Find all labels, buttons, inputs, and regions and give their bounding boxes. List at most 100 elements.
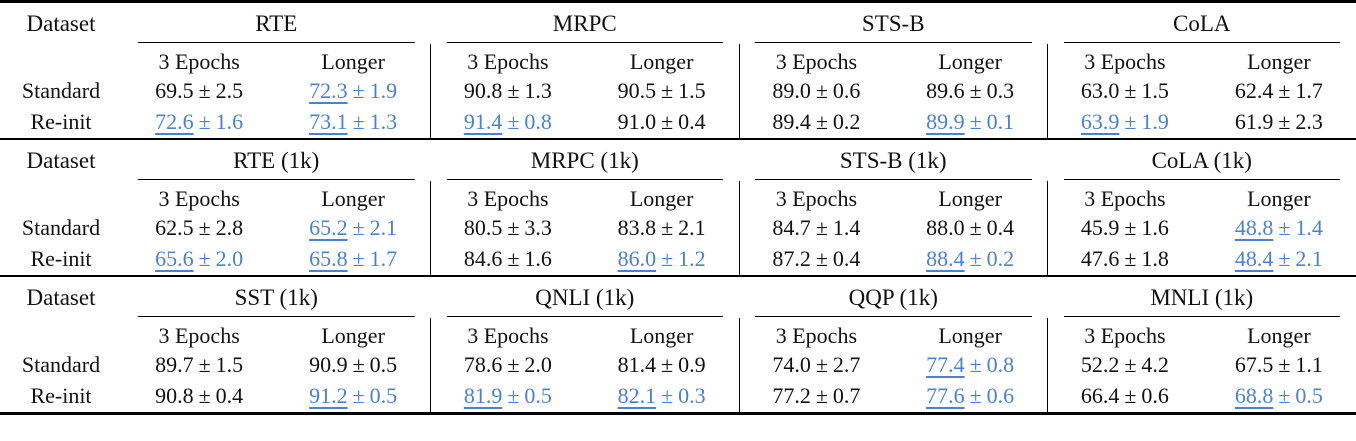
group-header: MRPC [431, 2, 740, 45]
longer-header: Longer [938, 49, 1002, 74]
row-label-reinit: Re-init [30, 383, 92, 408]
metric-value: 62.5 [155, 215, 194, 240]
value-cell: 90.8 ±0.4 [122, 381, 276, 414]
metric-value: 77.2 [772, 383, 811, 408]
metric-value: 91.2 [309, 383, 348, 408]
metric-value: 52.2 [1080, 352, 1120, 377]
longer-header: Longer [321, 186, 385, 211]
cmidrule [1063, 316, 1340, 317]
metric-value: 78.6 [463, 352, 503, 377]
metric-stddev: 2.0 [215, 246, 244, 271]
metric-value: 48.4 [1234, 246, 1274, 271]
cmidrule [138, 179, 415, 180]
group-header: MNLI (1k) [1048, 276, 1356, 318]
metric-value: 84.6 [463, 246, 503, 271]
group-name: MRPC [552, 11, 617, 36]
group-name: QQP (1k) [848, 285, 938, 310]
plus-minus-sign: ± [661, 246, 674, 271]
value-cell: 48.8 ±1.4 [1202, 213, 1356, 244]
value-cell: 74.0 ±2.7 [738, 350, 894, 381]
value-cell: 90.8 ±1.3 [429, 76, 585, 107]
metric-stddev: 1.7 [1295, 78, 1323, 103]
value-cell: 73.1 ±1.3 [276, 107, 430, 138]
group-header-row: Dataset RTE (1k) MRPC (1k) STS-B (1k) Co… [0, 139, 1356, 181]
empty-cell [0, 181, 122, 213]
metric-value: 61.9 [1234, 109, 1274, 134]
plus-minus-sign: ± [1124, 383, 1137, 408]
metric-value: 66.4 [1080, 383, 1120, 408]
metric-value: 89.7 [155, 352, 194, 377]
metric-stddev: 0.4 [678, 109, 706, 134]
results-table-section-2: Dataset RTE (1k) MRPC (1k) STS-B (1k) Co… [0, 138, 1356, 275]
epochs-header: 3 Epochs [1046, 318, 1202, 350]
metric-value: 68.8 [1234, 383, 1274, 408]
metric-value: 74.0 [772, 352, 811, 377]
plus-minus-sign: ± [661, 352, 674, 377]
metric-stddev: 0.1 [986, 109, 1015, 134]
value-cell: 83.8 ±2.1 [585, 213, 739, 244]
metric-stddev: 2.7 [832, 352, 861, 377]
value-cell: 88.0 ±0.4 [893, 213, 1047, 244]
metric-value: 65.6 [155, 246, 194, 271]
metric-stddev: 1.2 [678, 246, 706, 271]
metric-stddev: 1.5 [215, 352, 244, 377]
metric-stddev: 1.9 [369, 78, 398, 103]
plus-minus-sign: ± [1124, 78, 1137, 103]
plus-minus-sign: ± [1124, 215, 1137, 240]
longer-header: Longer [629, 323, 694, 348]
metric-value: 72.3 [309, 78, 348, 103]
longer-header: Longer [938, 186, 1002, 211]
plus-minus-sign: ± [815, 215, 828, 240]
value-cell: 65.6 ±2.0 [122, 244, 276, 275]
metric-stddev: 1.8 [1141, 246, 1169, 271]
group-name: CoLA (1k) [1151, 148, 1252, 173]
plus-minus-sign: ± [1124, 109, 1137, 134]
metric-stddev: 1.6 [215, 109, 244, 134]
group-name: SST (1k) [234, 285, 318, 310]
row-label-reinit: Re-init [30, 246, 92, 271]
value-cell: 48.4 ±2.1 [1202, 244, 1356, 275]
metric-value: 88.0 [926, 215, 965, 240]
value-cell: 72.3 ±1.9 [276, 76, 430, 107]
value-cell: 65.8 ±1.7 [276, 244, 430, 275]
metric-value: 81.4 [617, 352, 657, 377]
value-cell: 91.0 ±0.4 [585, 107, 739, 138]
reinit-row: Re-init 65.6 ±2.0 65.8 ±1.7 84.6 ±1.6 86.0 ±… [0, 244, 1356, 275]
metric-stddev: 0.9 [678, 352, 706, 377]
metric-value: 67.5 [1234, 352, 1274, 377]
plus-minus-sign: ± [352, 352, 365, 377]
metric-stddev: 1.7 [369, 246, 398, 271]
dataset-header: Dataset [26, 285, 96, 310]
metric-value: 86.0 [617, 246, 657, 271]
longer-header: Longer [629, 186, 694, 211]
value-cell: 91.4 ±0.8 [429, 107, 585, 138]
value-cell: 88.4 ±0.2 [893, 244, 1047, 275]
group-header: QNLI (1k) [431, 276, 740, 318]
metric-value: 91.0 [617, 109, 657, 134]
metric-value: 83.8 [617, 215, 657, 240]
value-cell: 89.7 ±1.5 [122, 350, 276, 381]
metric-stddev: 0.8 [986, 352, 1015, 377]
metric-stddev: 0.5 [369, 383, 398, 408]
metric-value: 82.1 [617, 383, 657, 408]
plus-minus-sign: ± [507, 352, 520, 377]
plus-minus-sign: ± [1124, 246, 1137, 271]
value-cell: 66.4 ±0.6 [1046, 381, 1202, 414]
column-header-row: 3 Epochs Longer 3 Epochs Longer 3 Epochs… [0, 44, 1356, 76]
plus-minus-sign: ± [1278, 246, 1291, 271]
row-label-standard: Standard [21, 352, 101, 377]
metric-value: 84.7 [772, 215, 811, 240]
metric-stddev: 0.3 [678, 383, 706, 408]
longer-header: Longer [321, 323, 385, 348]
cmidrule [755, 179, 1032, 180]
metric-stddev: 1.3 [369, 109, 398, 134]
plus-minus-sign: ± [352, 109, 365, 134]
value-cell: 47.6 ±1.8 [1046, 244, 1202, 275]
value-cell: 52.2 ±4.2 [1046, 350, 1202, 381]
reinit-row: Re-init 90.8 ±0.4 91.2 ±0.5 81.9 ±0.5 82.1 ±… [0, 381, 1356, 414]
metric-stddev: 2.0 [524, 352, 552, 377]
longer-header: Longer [1247, 186, 1311, 211]
paper-results-table: Dataset RTE MRPC STS-B CoLA 3 Epochs Lon… [0, 0, 1356, 415]
epochs-header: 3 Epochs [429, 44, 585, 76]
metric-stddev: 0.4 [832, 246, 861, 271]
